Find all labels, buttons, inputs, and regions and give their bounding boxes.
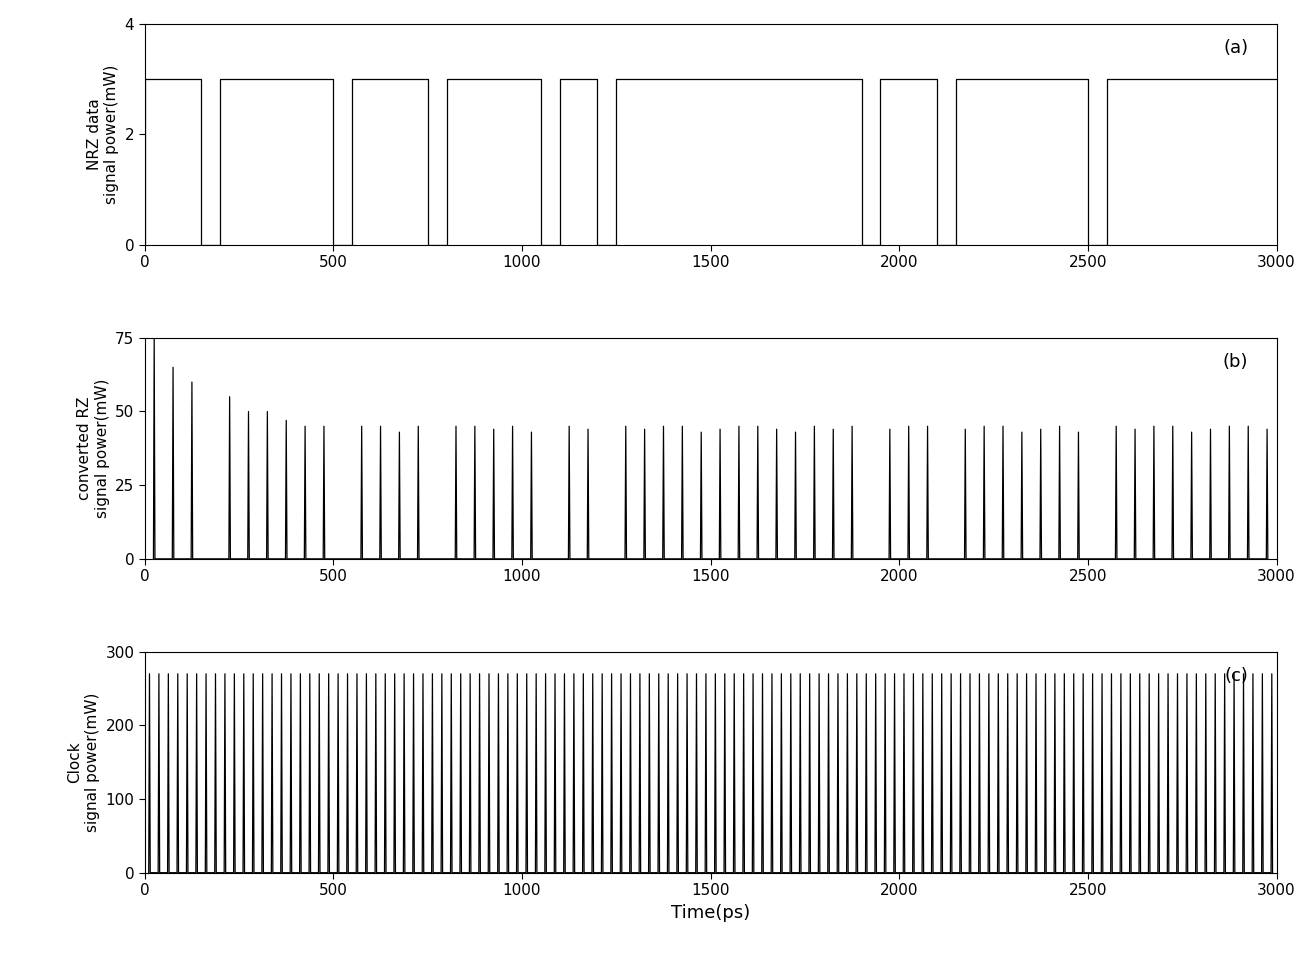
Y-axis label: converted RZ
signal power(mW): converted RZ signal power(mW): [78, 379, 109, 518]
Text: (a): (a): [1223, 39, 1248, 58]
X-axis label: Time(ps): Time(ps): [671, 903, 750, 922]
Y-axis label: Clock
signal power(mW): Clock signal power(mW): [67, 692, 100, 831]
Text: (b): (b): [1223, 353, 1248, 371]
Text: (c): (c): [1224, 667, 1248, 685]
Y-axis label: NRZ data
signal power(mW): NRZ data signal power(mW): [87, 65, 120, 204]
